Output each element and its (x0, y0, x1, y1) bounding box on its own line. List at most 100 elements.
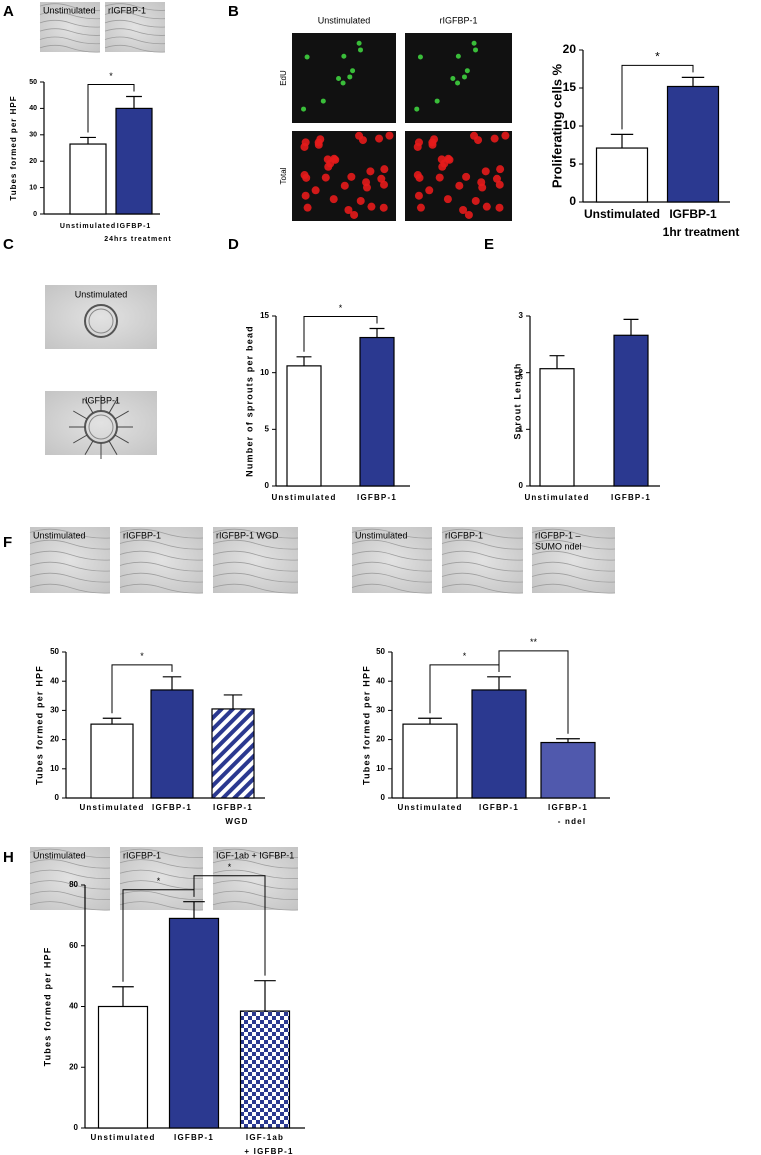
image-texture (414, 191, 423, 200)
bar (211, 708, 255, 799)
x-tick-label: Unstimulated (524, 493, 589, 502)
image-texture (367, 202, 376, 211)
image-label: SUMO ndel (535, 541, 582, 551)
bar (90, 723, 134, 799)
image-texture (73, 434, 88, 444)
significance-bracket (303, 315, 378, 352)
image-row-label: EdU (279, 70, 288, 86)
image-texture (478, 183, 487, 192)
image-texture (29, 572, 111, 583)
image-texture (302, 173, 311, 182)
error-bar (623, 318, 639, 336)
x-tick-label: IGFBP-1 (611, 493, 651, 502)
image-texture (440, 159, 449, 168)
significance-label: * (228, 862, 232, 872)
panel-letter: D (228, 236, 239, 253)
image-texture (212, 848, 299, 859)
y-axis-label: Tubes formed per HPF (9, 95, 18, 200)
significance-bracket (498, 650, 569, 734)
image-texture (414, 106, 420, 112)
image-label: IGF-1ab + IGFBP-1 (216, 850, 294, 860)
image-texture (119, 583, 204, 594)
y-tick-label: 60 (69, 941, 78, 950)
image-texture (441, 583, 524, 594)
bar (613, 334, 649, 487)
y-tick-label: 40 (50, 676, 59, 685)
bar (115, 107, 153, 215)
y-axis-label: Number of sprouts per bead (244, 325, 254, 477)
y-axis-label: Proliferating cells % (549, 63, 564, 188)
image-texture (531, 528, 616, 539)
y-tick-label: 3 (519, 311, 524, 320)
bar (359, 336, 395, 487)
y-tick-label: 10 (376, 764, 385, 773)
error-bar (80, 136, 96, 145)
image-row-label: Total (279, 167, 288, 184)
image-texture (29, 890, 111, 901)
image-texture (108, 399, 118, 414)
bar (168, 917, 220, 1129)
image-texture (119, 572, 204, 583)
y-tick-label: 0 (569, 194, 576, 208)
significance-bracket (111, 664, 173, 714)
image-texture (104, 36, 166, 45)
image-texture (301, 138, 310, 147)
significance-label: ** (530, 637, 538, 647)
image-texture (314, 140, 323, 149)
image-texture (481, 167, 490, 176)
bar (239, 1010, 291, 1129)
y-tick-label: 30 (50, 706, 59, 715)
image-label: rIGFBP-1 – (535, 530, 581, 540)
x-tick-label: IGFBP-1 (117, 223, 152, 230)
image-label: rIGFBP-1 (82, 395, 120, 405)
image-texture (212, 859, 299, 869)
bar (595, 147, 649, 203)
y-tick-label: 10 (563, 118, 577, 132)
image-texture (39, 28, 101, 36)
image-texture (84, 304, 118, 338)
image-label: rIGFBP-1 (123, 850, 161, 860)
image-texture (461, 74, 467, 80)
image-texture (531, 572, 616, 583)
panel-letter: C (3, 236, 14, 253)
y-tick-label: 20 (69, 1062, 78, 1071)
image-texture (119, 561, 204, 572)
image-texture (425, 186, 434, 195)
image-texture (39, 36, 101, 45)
y-tick-label: 50 (50, 647, 59, 656)
image-texture (347, 74, 353, 80)
image-texture (428, 140, 437, 149)
y-tick-label: 15 (563, 80, 577, 94)
image-texture (29, 859, 111, 869)
image-texture (441, 528, 524, 539)
image-texture (414, 138, 423, 147)
y-tick-label: 0 (265, 481, 270, 490)
y-tick-label: 40 (376, 676, 385, 685)
image-texture (531, 561, 616, 572)
y-tick-label: 15 (260, 311, 269, 320)
image-texture (212, 539, 299, 550)
image-texture (341, 53, 347, 59)
image-texture (417, 54, 423, 60)
image-texture (304, 54, 310, 60)
image-texture (531, 550, 616, 561)
image-texture (464, 68, 470, 74)
significance-label: * (140, 651, 144, 661)
error-bar (223, 694, 243, 709)
image-texture (29, 583, 111, 594)
error-bar (112, 986, 134, 1007)
error-bar (369, 327, 385, 338)
bar (97, 1005, 149, 1129)
x-tick-label: Unstimulated (271, 493, 336, 502)
image-texture (385, 131, 394, 140)
image-texture (366, 167, 375, 176)
image-texture (501, 131, 510, 140)
image-texture (356, 196, 365, 205)
x-tick-sublabel: + IGFBP-1 (244, 1147, 293, 1155)
y-tick-label: 10 (29, 184, 37, 191)
image-texture (347, 172, 356, 181)
image-texture (350, 68, 356, 74)
error-bar (556, 738, 580, 743)
image-texture (492, 174, 501, 183)
image-texture (435, 173, 444, 182)
